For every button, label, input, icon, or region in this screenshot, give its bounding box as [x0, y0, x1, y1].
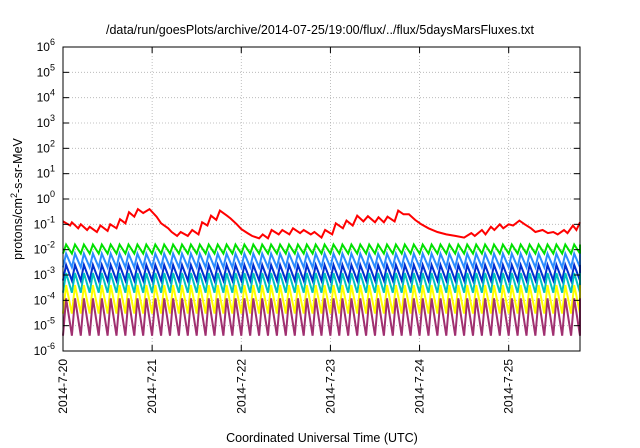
x-tick-label: 2014-7-21	[145, 359, 159, 414]
series-line-blue_dark	[62, 261, 581, 285]
x-tick-label: 2014-7-20	[56, 359, 70, 414]
y-tick-label: 10-5	[34, 316, 55, 333]
x-axis-label: Coordinated Universal Time (UTC)	[226, 431, 418, 445]
y-tick-label: 101	[37, 164, 55, 181]
y-tick-label: 100	[37, 189, 55, 206]
series-line-magenta	[62, 298, 581, 336]
series-line-red	[62, 207, 581, 240]
x-tick-label: 2014-7-24	[413, 359, 427, 414]
y-tick-label: 10-4	[34, 290, 55, 307]
y-tick-label: 103	[37, 113, 55, 130]
y-tick-label: 102	[37, 138, 55, 155]
x-tick-label: 2014-7-22	[234, 359, 248, 414]
y-tick-label: 10-6	[34, 341, 55, 358]
x-tick-label: 2014-7-25	[502, 359, 516, 414]
y-tick-label: 10-3	[34, 265, 55, 282]
chart-title: /data/run/goesPlots/archive/2014-07-25/1…	[106, 23, 535, 37]
y-tick-label: 104	[37, 88, 55, 105]
y-tick-label: 105	[37, 62, 55, 79]
axis-ticks: 10-6 10-5 10-4 10-3 10-2 10-1 100 101 102 103 104 1…	[34, 37, 580, 414]
x-tick-label: 2014-7-23	[323, 359, 337, 414]
y-tick-label: 106	[37, 37, 55, 54]
series-line-green	[62, 242, 581, 258]
y-axis-label-prefix: protons/cm	[11, 198, 25, 260]
series-line-cyan	[62, 272, 581, 293]
y-tick-label: 10-1	[34, 214, 55, 231]
y-axis-label: protons/cm2-s-sr-MeV	[9, 137, 25, 259]
series-line-yellow	[62, 284, 581, 314]
y-axis-label-suffix: -s-sr-MeV	[11, 137, 25, 193]
y-tick-label: 10-2	[34, 240, 55, 257]
y-axis-label-superscript: 2	[9, 193, 19, 198]
series-lines	[62, 207, 581, 336]
series-line-blue_light	[62, 250, 581, 271]
